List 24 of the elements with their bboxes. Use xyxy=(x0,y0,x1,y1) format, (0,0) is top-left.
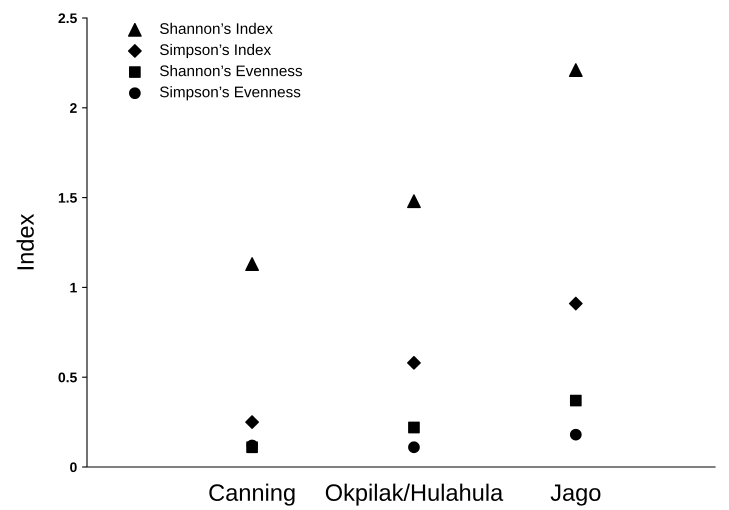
x-tick-label: Okpilak/Hulahula xyxy=(326,484,504,506)
point xyxy=(570,428,582,441)
y-tick-label: 1.5 xyxy=(58,193,77,203)
y-tick-label: 2.5 xyxy=(58,13,77,24)
point xyxy=(570,394,582,406)
point xyxy=(245,257,259,271)
point xyxy=(407,194,421,208)
x-tick-label: Jago xyxy=(550,484,600,506)
y-tick-label: 0.5 xyxy=(58,372,77,382)
y-tick-label: 2 xyxy=(70,103,77,113)
y-tick-label: 0 xyxy=(70,462,77,472)
point xyxy=(568,63,583,77)
y-tick-label: 1 xyxy=(70,282,77,292)
point xyxy=(245,415,259,430)
legend-label: Simpson’s Index xyxy=(160,44,271,58)
point xyxy=(568,296,583,310)
point xyxy=(408,422,420,434)
x-tick-label: Canning xyxy=(209,484,295,506)
y-axis-title: Index xyxy=(16,214,34,270)
point xyxy=(407,356,421,370)
point xyxy=(408,441,420,454)
legend-label: Shannon’s Index xyxy=(160,22,273,34)
legend-label: Shannon’s Evenness xyxy=(160,65,302,76)
legend-label: Simpson’s Evenness xyxy=(160,86,300,100)
